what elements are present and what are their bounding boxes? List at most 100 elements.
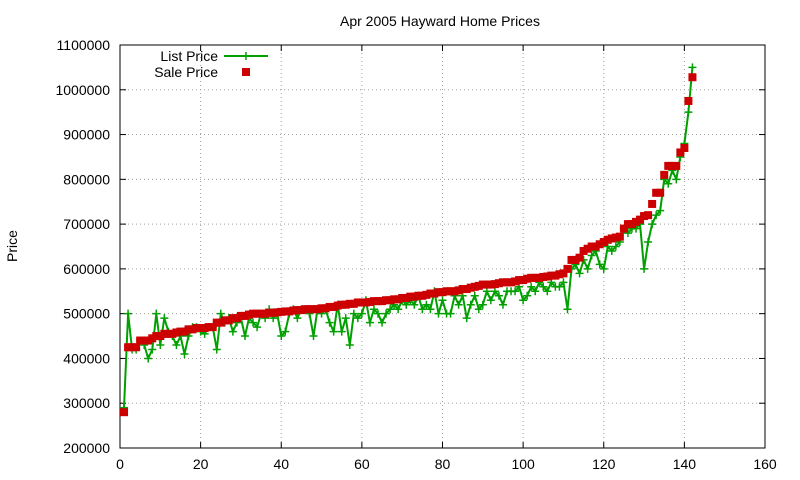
data-point-sale-price [309, 305, 318, 314]
data-point-list-price [329, 327, 338, 336]
data-point-sale-price [486, 280, 495, 289]
data-point-sale-price [317, 304, 326, 313]
data-point-sale-price [168, 329, 177, 338]
data-point-sale-price [515, 276, 524, 285]
data-point-sale-price [148, 334, 157, 343]
data-point-list-price [611, 242, 620, 251]
data-point-sale-price [684, 96, 693, 105]
data-point-sale-price [688, 73, 697, 82]
data-point-list-price [410, 300, 419, 309]
data-point-list-price [458, 291, 467, 300]
data-point-list-price [656, 206, 665, 215]
data-point-sale-price [652, 188, 661, 197]
data-point-sale-price [523, 274, 532, 283]
data-point-sale-price [462, 285, 471, 294]
data-point-list-price [152, 309, 161, 318]
data-point-list-price [490, 287, 499, 296]
data-point-sale-price [470, 282, 479, 291]
data-point-sale-price [591, 242, 600, 251]
data-point-sale-price [422, 290, 431, 299]
data-point-sale-price [676, 148, 685, 157]
data-point-list-price [394, 305, 403, 314]
data-point-list-price [293, 314, 302, 323]
data-point-list-price [349, 309, 358, 318]
data-point-list-price [228, 327, 237, 336]
data-point-sale-price [293, 306, 302, 315]
data-point-sale-price [281, 307, 290, 316]
data-point-list-price [559, 278, 568, 287]
data-point-list-price [216, 309, 225, 318]
data-point-list-price [434, 309, 443, 318]
data-point-sale-price [636, 215, 645, 224]
data-point-sale-price [547, 271, 556, 280]
data-point-sale-price [188, 325, 197, 334]
data-point-list-price [648, 220, 657, 229]
data-point-sale-price [176, 327, 185, 336]
data-point-sale-price [220, 316, 229, 325]
data-point-sale-price [382, 296, 391, 305]
legend-label-sale-price: Sale Price [154, 64, 218, 80]
data-point-sale-price [337, 300, 346, 309]
data-point-sale-price [680, 143, 689, 152]
y-tick-label: 600000 [63, 261, 110, 277]
data-point-sale-price [321, 304, 330, 313]
data-point-list-price [374, 309, 382, 318]
data-point-sale-price [124, 343, 133, 352]
x-tick-label: 0 [116, 456, 124, 472]
data-point-list-price [144, 354, 153, 363]
data-point-sale-price [607, 234, 616, 243]
y-tick-label: 800000 [63, 171, 110, 187]
data-point-sale-price [289, 306, 298, 315]
data-point-sale-price [349, 299, 358, 308]
y-tick-label: 900000 [63, 127, 110, 143]
data-point-list-price [595, 260, 604, 269]
data-point-sale-price [297, 306, 306, 315]
data-point-sale-price [571, 255, 580, 264]
x-tick-labels: 0 20 40 60 80 100 120 140 160 [116, 456, 777, 472]
data-point-sale-price [313, 305, 322, 314]
data-point-list-price [539, 282, 548, 291]
data-point-sale-price [511, 277, 520, 286]
data-point-sale-price [644, 211, 653, 220]
data-point-sale-price [595, 240, 604, 249]
data-point-sale-price [386, 296, 395, 305]
data-point-list-price [632, 224, 640, 233]
data-point-sale-price [482, 280, 491, 289]
data-point-sale-price [567, 255, 576, 264]
data-point-sale-price [402, 293, 411, 302]
data-point-sale-price [490, 280, 499, 289]
data-point-list-price [281, 327, 290, 336]
y-axis-label: Price [4, 230, 20, 262]
x-tick-label: 140 [673, 456, 697, 472]
data-point-list-price [422, 300, 431, 309]
data-point-sale-price [212, 318, 221, 327]
data-point-sale-price [660, 170, 669, 179]
data-point-sale-price [519, 276, 528, 285]
data-point-list-price [583, 264, 592, 273]
data-point-list-price [240, 332, 249, 341]
data-point-list-price [531, 287, 540, 296]
data-point-list-price [587, 251, 596, 260]
data-point-sale-price [583, 244, 592, 253]
data-point-list-price [365, 318, 374, 327]
grid [120, 45, 765, 448]
data-point-list-price [382, 309, 391, 318]
data-point-sale-price [627, 220, 636, 229]
chart-title: Apr 2005 Hayward Home Prices [340, 13, 540, 29]
legend-marker-list-price [242, 52, 250, 60]
data-point-sale-price [414, 291, 423, 300]
data-point-sale-price [204, 323, 213, 332]
data-point-sale-price [579, 246, 588, 255]
data-point-list-price [688, 63, 697, 72]
data-point-list-price [253, 323, 262, 332]
data-point-list-price [543, 287, 552, 296]
data-point-list-price [684, 108, 693, 117]
data-point-sale-price [668, 161, 677, 170]
data-point-sale-price [200, 323, 209, 332]
data-point-sale-price [535, 273, 544, 282]
data-point-sale-price [498, 278, 507, 287]
x-tick-label: 120 [592, 456, 616, 472]
data-point-list-price [478, 300, 487, 309]
x-tick-label: 160 [753, 456, 777, 472]
